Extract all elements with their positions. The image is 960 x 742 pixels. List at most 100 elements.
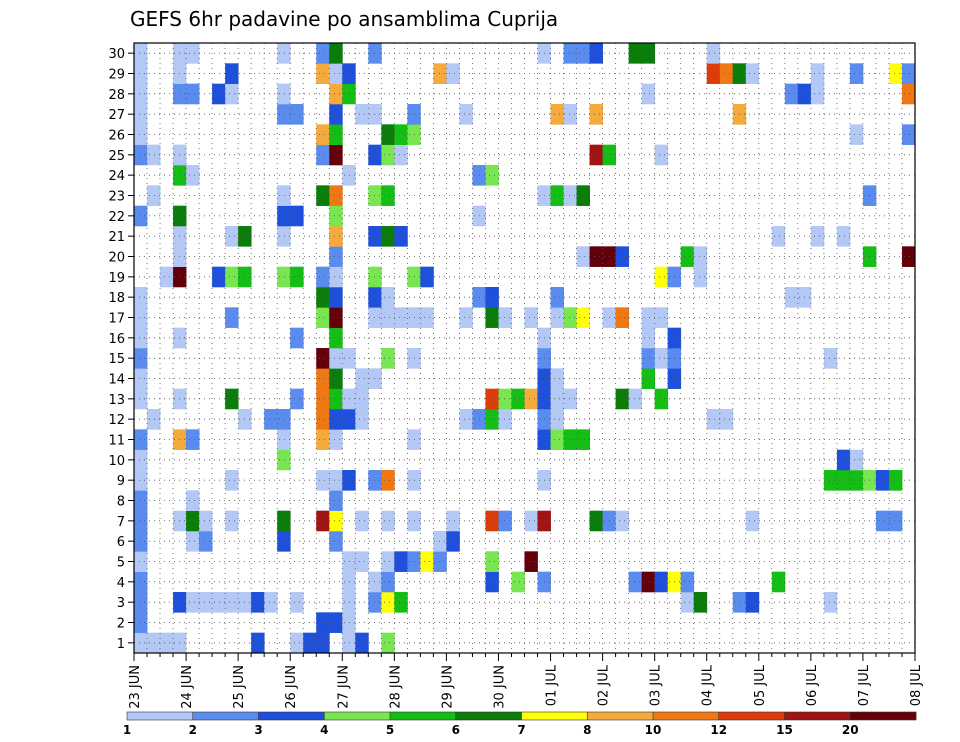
heatmap-cell: [550, 368, 564, 389]
heatmap-cell: [212, 266, 226, 288]
heatmap-cell: [186, 43, 200, 64]
y-tick-label: 20: [108, 251, 125, 266]
heatmap-cell: [355, 409, 369, 430]
heatmap-cell: [719, 409, 734, 430]
heatmap-cell: [589, 43, 603, 64]
heatmap-cell: [134, 43, 148, 64]
heatmap-cell: [654, 348, 669, 369]
grid-lines: [134, 43, 915, 653]
heatmap-cell: [485, 287, 499, 308]
colorbar-swatch: [653, 712, 720, 720]
heatmap-cell: [316, 470, 330, 491]
heatmap-cell: [576, 185, 590, 206]
heatmap-cell: [693, 246, 708, 267]
heatmap-cell: [342, 165, 356, 186]
heatmap-cell: [134, 63, 148, 84]
heatmap-cell: [290, 327, 304, 349]
heatmap-cell: [316, 124, 330, 145]
heatmap-cell: [784, 287, 799, 308]
heatmap-cell: [277, 510, 291, 532]
colorbar-swatch: [850, 712, 917, 720]
heatmap-cell: [316, 63, 330, 84]
heatmap-cell: [888, 470, 903, 491]
heatmap-cell: [134, 490, 148, 511]
heatmap-cell: [199, 592, 213, 613]
heatmap-cell: [368, 470, 382, 491]
y-tick-label: 22: [108, 210, 125, 225]
heatmap-cell: [290, 205, 304, 227]
y-tick-label: 5: [117, 556, 125, 571]
y-tick-label: 28: [108, 88, 125, 103]
heatmap-cell: [199, 510, 213, 532]
heatmap-cell: [875, 510, 890, 532]
heatmap-cell: [563, 185, 577, 206]
heatmap-cell: [212, 592, 226, 613]
heatmap-cell: [641, 83, 656, 105]
heatmap-cell: [251, 592, 265, 613]
y-tick-label: 18: [108, 291, 125, 306]
heatmap-cell: [381, 287, 395, 308]
heatmap-cell: [589, 510, 603, 532]
heatmap-cell: [550, 307, 564, 328]
y-tick-label: 2: [117, 617, 125, 632]
heatmap-cell: [849, 124, 864, 145]
x-tick-label: 07 JUL: [857, 664, 872, 706]
heatmap-cell: [329, 43, 343, 64]
heatmap-cell: [433, 63, 447, 84]
heatmap-cell: [563, 388, 577, 410]
heatmap-cell: [485, 388, 499, 410]
heatmap-cell: [901, 83, 916, 105]
heatmap-cell: [485, 510, 499, 532]
y-tick-label: 27: [108, 108, 125, 123]
heatmap-cell: [368, 266, 382, 288]
heatmap-cell: [394, 307, 408, 328]
heatmap-cell: [394, 592, 408, 613]
colorbar-label: 2: [189, 723, 197, 737]
heatmap-cell: [849, 470, 864, 491]
heatmap-cell: [381, 551, 395, 572]
heatmap-cell: [329, 83, 343, 105]
y-tick-label: 9: [117, 474, 125, 489]
heatmap-cell: [329, 185, 343, 206]
heatmap-cell: [485, 409, 499, 430]
heatmap-cell: [654, 307, 669, 328]
colorbar-swatch: [258, 712, 325, 720]
heatmap-cell: [381, 124, 395, 145]
y-tick-label: 26: [108, 129, 125, 144]
heatmap-cell: [563, 307, 577, 328]
heatmap-cell: [277, 104, 291, 125]
heatmap-cell: [316, 368, 330, 389]
heatmap-cell: [225, 388, 239, 410]
y-tick-label: 21: [108, 230, 125, 245]
heatmap-cell: [290, 104, 304, 125]
heatmap-cell: [316, 429, 330, 450]
x-tick-label: 02 JUL: [597, 664, 612, 706]
heatmap-cell: [329, 409, 343, 430]
heatmap-cell: [810, 226, 825, 247]
heatmap-cell: [160, 632, 174, 654]
heatmap-cell: [329, 612, 343, 633]
heatmap-cell: [342, 348, 356, 369]
heatmap-cell: [368, 571, 382, 593]
x-tick-label: 05 JUL: [753, 664, 768, 706]
heatmap-cell: [329, 327, 343, 349]
heatmap-cell: [225, 510, 239, 532]
heatmap-cell: [225, 592, 239, 613]
heatmap-cell: [680, 246, 695, 267]
colorbar-swatch: [127, 712, 194, 720]
heatmap-cell: [134, 388, 148, 410]
heatmap-cell: [589, 246, 603, 267]
y-axis: 1234567891011121314151617181920212223242…: [108, 47, 134, 652]
heatmap-cell: [823, 348, 838, 369]
heatmap-cell: [888, 510, 903, 532]
colorbar-swatch: [587, 712, 654, 720]
heatmap-cell: [459, 104, 473, 125]
heatmap-cell: [433, 531, 447, 552]
heatmap-cell: [277, 429, 291, 450]
y-tick-label: 24: [108, 169, 125, 184]
heatmap-cell: [316, 388, 330, 410]
heatmap-cell: [342, 409, 356, 430]
heatmap-cell: [316, 409, 330, 430]
heatmap-cell: [316, 510, 330, 532]
heatmap-cell: [849, 449, 864, 471]
